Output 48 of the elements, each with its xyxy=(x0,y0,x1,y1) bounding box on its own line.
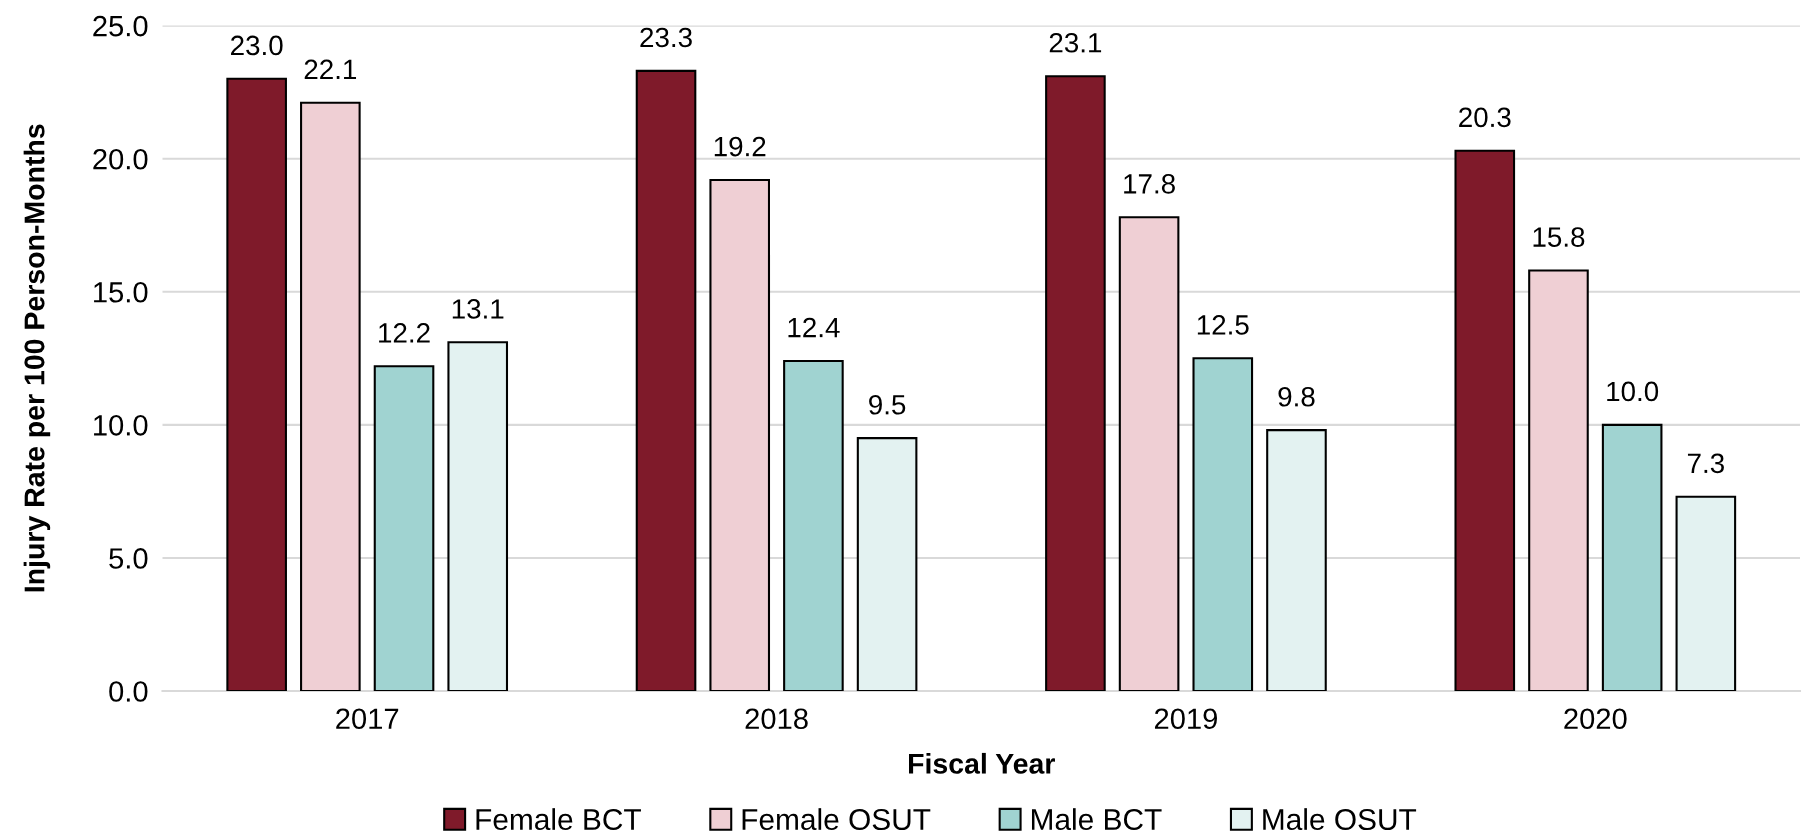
bar xyxy=(1454,149,1516,691)
data-label: 9.5 xyxy=(869,394,906,415)
data-label: 7.3 xyxy=(1687,453,1724,474)
data-label: 19.2 xyxy=(714,136,766,157)
data-label: 10.0 xyxy=(1607,381,1659,402)
bar xyxy=(1118,216,1180,691)
bar xyxy=(373,365,435,691)
legend-label: Female BCT xyxy=(476,808,641,831)
y-tick-label: 0.0 xyxy=(109,681,148,702)
x-tick-label: 2020 xyxy=(1564,708,1627,730)
bar xyxy=(447,341,509,691)
data-label: 13.1 xyxy=(452,299,504,319)
bar xyxy=(1601,423,1663,691)
legend-label: Male BCT xyxy=(1031,808,1162,831)
y-tick-label: 10.0 xyxy=(94,415,148,436)
data-label: 23.0 xyxy=(231,35,283,56)
bar xyxy=(226,77,287,691)
bar xyxy=(1192,357,1254,691)
bar xyxy=(635,69,697,691)
data-label: 20.3 xyxy=(1459,107,1511,128)
bar xyxy=(1266,429,1327,691)
data-label: 12.2 xyxy=(379,323,430,343)
bar xyxy=(1675,495,1737,691)
y-tick-label: 5.0 xyxy=(109,548,148,569)
bar xyxy=(1045,75,1106,691)
y-axis-title: Injury Rate per 100 Person-Months xyxy=(23,124,51,592)
data-label: 12.4 xyxy=(788,317,840,338)
bar xyxy=(783,359,844,691)
bar xyxy=(1528,269,1589,691)
y-tick-label: 15.0 xyxy=(94,281,148,303)
x-tick-label: 2017 xyxy=(336,708,399,730)
data-label: 15.8 xyxy=(1533,227,1585,247)
bar xyxy=(300,101,361,691)
data-label: 23.3 xyxy=(640,27,692,48)
y-tick-label: 25.0 xyxy=(93,15,148,37)
y-tick-label: 20.0 xyxy=(93,148,148,170)
data-label: 17.8 xyxy=(1124,174,1175,194)
x-axis-title: Fiscal Year xyxy=(909,752,1055,774)
legend-label: Male OSUT xyxy=(1263,808,1417,831)
data-label: 9.8 xyxy=(1278,386,1315,407)
data-label: 12.5 xyxy=(1197,315,1249,335)
data-label: 23.1 xyxy=(1049,32,1102,53)
legend-label: Female OSUT xyxy=(742,808,931,831)
x-tick-label: 2018 xyxy=(745,708,808,730)
bar xyxy=(709,178,771,691)
x-tick-label: 2019 xyxy=(1154,708,1217,730)
data-label: 22.1 xyxy=(304,59,357,79)
bar xyxy=(856,437,918,691)
